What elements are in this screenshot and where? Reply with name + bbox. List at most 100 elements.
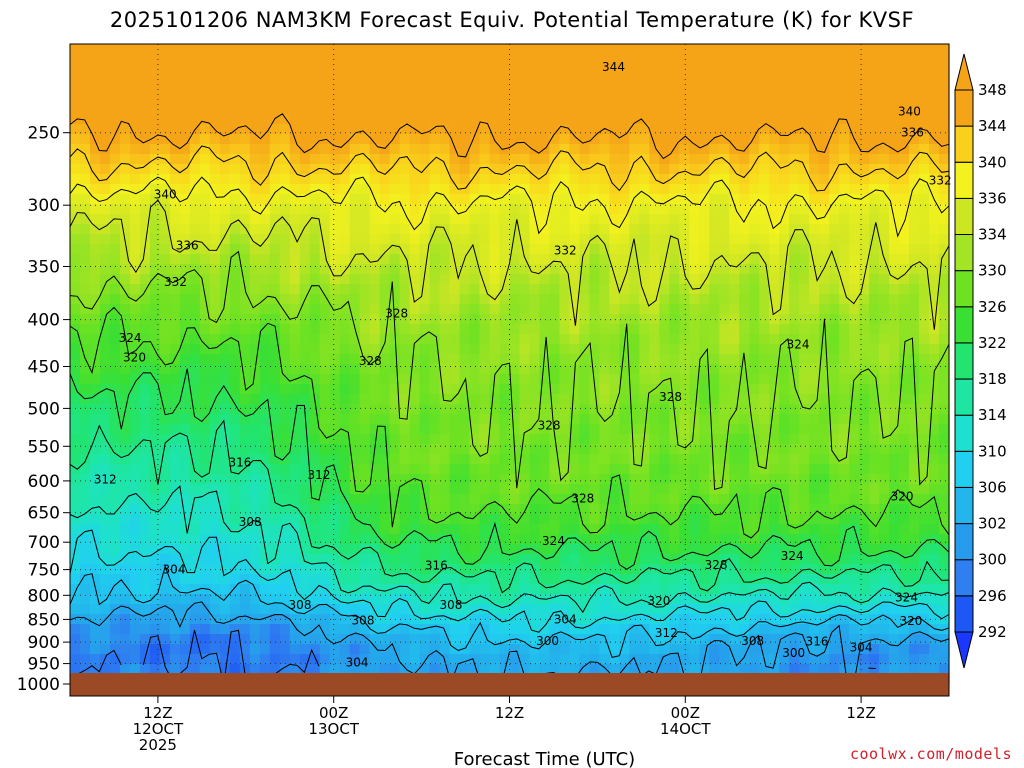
field-cell [669,374,680,385]
field-cell [139,344,151,355]
field-cell [89,74,101,85]
field-cell [829,174,840,185]
field-cell [639,164,650,175]
field-cell [849,594,860,605]
field-cell [229,54,241,65]
field-cell [399,184,411,195]
field-cell [859,384,870,395]
field-cell [199,414,211,425]
field-cell [899,94,910,105]
field-cell [529,234,541,245]
field-cell [589,394,600,405]
field-cell [239,244,251,255]
field-cell [529,534,541,545]
field-cell [489,184,501,195]
field-cell [499,234,511,245]
field-cell [449,84,461,95]
field-cell [219,54,231,65]
field-cell [859,454,870,465]
field-cell [289,574,301,585]
field-cell [519,594,531,605]
field-cell [939,374,950,385]
field-cell [159,94,171,105]
field-cell [349,104,361,115]
field-cell [409,484,421,495]
field-cell [779,234,790,245]
field-cell [259,304,271,315]
field-cell [229,64,241,75]
field-cell [139,214,151,225]
field-cell [809,174,820,185]
field-cell [459,404,471,415]
field-cell [539,224,551,235]
field-cell [499,114,511,125]
field-cell [409,234,421,245]
field-cell [539,454,551,465]
field-cell [919,164,930,175]
field-cell [939,304,950,315]
field-cell [609,414,620,425]
field-cell [839,274,850,285]
field-cell [169,424,181,435]
field-cell [239,234,251,245]
field-cell [509,404,521,415]
field-cell [459,524,471,535]
field-cell [269,364,281,375]
field-cell [839,244,850,255]
field-cell [109,554,121,565]
field-cell [769,184,780,195]
field-cell [389,44,401,55]
field-cell [359,374,371,385]
field-cell [509,154,521,165]
field-cell [789,494,800,505]
field-cell [89,304,101,315]
field-cell [359,184,371,195]
field-cell [469,574,481,585]
field-cell [79,404,91,415]
field-cell [299,144,311,155]
field-cell [359,344,371,355]
field-cell [229,164,241,175]
field-cell [619,174,630,185]
field-cell [919,594,930,605]
field-cell [839,134,850,145]
field-cell [79,254,91,265]
field-cell [929,494,940,505]
field-cell [759,114,770,125]
field-cell [639,434,650,445]
field-cell [169,154,181,165]
field-cell [899,264,910,275]
field-cell [139,54,151,65]
field-cell [789,584,800,595]
field-cell [849,114,860,125]
field-cell [189,534,201,545]
field-cell [539,214,551,225]
field-cell [139,534,151,545]
field-cell [479,314,491,325]
field-cell [879,234,890,245]
field-cell [139,414,151,425]
field-cell [819,74,830,85]
field-cell [149,224,161,235]
field-cell [789,114,800,125]
field-cell [469,484,481,495]
field-cell [669,544,680,555]
field-cell [689,344,700,355]
field-cell [419,334,431,345]
field-cell [169,554,181,565]
field-cell [549,394,561,405]
field-cell [699,344,710,355]
field-cell [819,204,830,215]
field-cell [189,434,201,445]
field-cell [619,394,630,405]
field-cell [339,364,351,375]
field-cell [879,404,890,415]
field-cell [829,424,840,435]
field-cell [919,584,930,595]
field-cell [819,94,830,105]
field-cell [719,74,730,85]
field-cell [369,124,381,135]
field-cell [109,204,121,215]
field-cell [829,554,840,565]
field-cell [889,234,900,245]
